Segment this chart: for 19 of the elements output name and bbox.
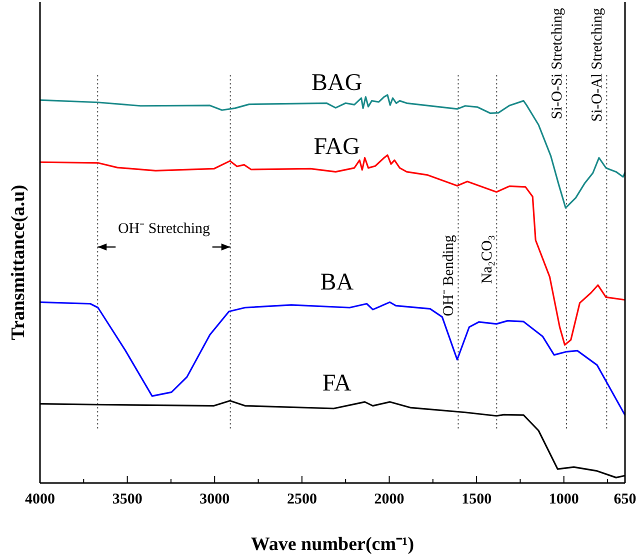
series-label: BA (320, 270, 354, 296)
series-label: FA (322, 370, 352, 397)
x-tick-label: 1000 (548, 492, 579, 508)
x-tick-label: 3000 (200, 492, 230, 508)
annotation: OH⁻ Stretching (118, 221, 211, 237)
x-axis-title: Wave number(cm⁻¹) (250, 534, 414, 555)
ref-line-label: Na₂CO₃ (480, 235, 496, 284)
x-tick-label: 2500 (286, 492, 317, 508)
ref-line-label: Si-O-Al Stretching (590, 8, 606, 122)
ref-line-label: Si-O-Si Stretching (550, 8, 566, 120)
x-tick-label: 1500 (462, 492, 492, 508)
x-tick-label: 3500 (112, 492, 142, 508)
series-label: BAG (312, 70, 362, 96)
x-tick-label: 4000 (25, 492, 55, 508)
x-tick-label: 650 (614, 492, 636, 508)
y-axis-title: Transmittance(a.u) (8, 184, 29, 340)
series-label: FAG (314, 134, 360, 160)
ref-line-label: OH⁻ Bending (441, 234, 458, 316)
x-tick-label: 2000 (374, 492, 404, 508)
